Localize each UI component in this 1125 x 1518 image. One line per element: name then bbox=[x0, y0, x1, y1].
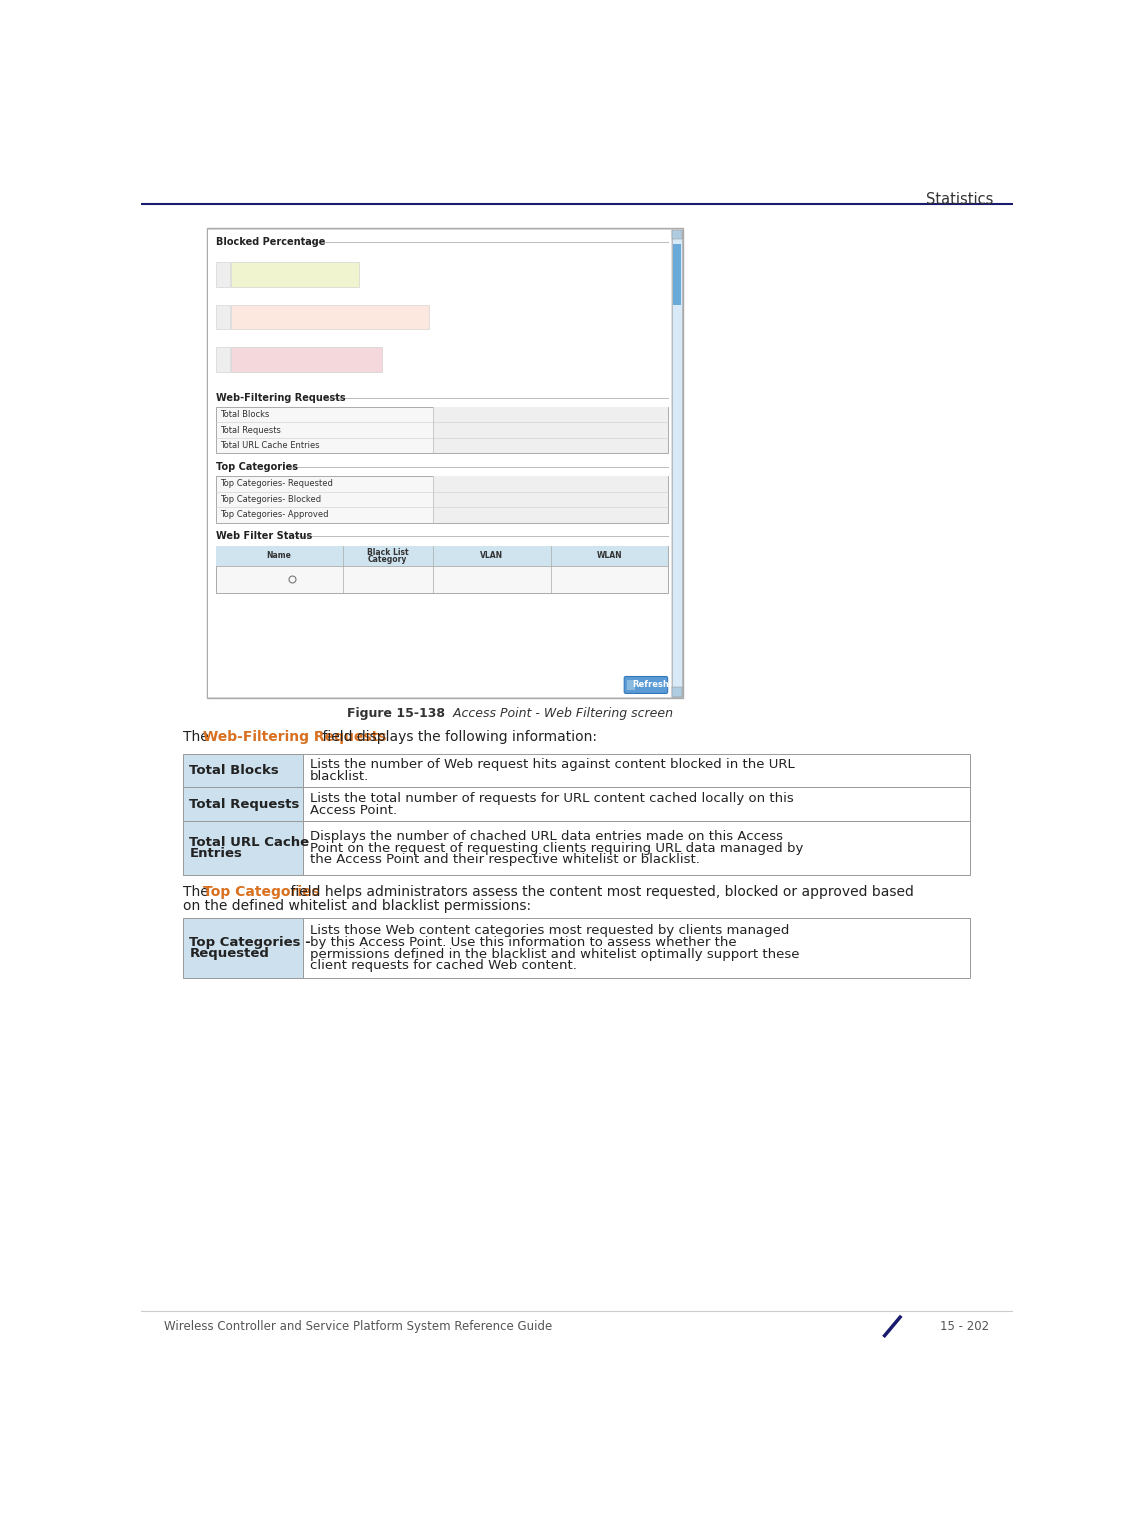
Bar bbox=[232, 348, 382, 372]
Bar bbox=[628, 680, 636, 689]
Bar bbox=[216, 348, 229, 372]
Text: Entries: Entries bbox=[189, 847, 242, 861]
Text: Total URL Cache Entries: Total URL Cache Entries bbox=[219, 442, 319, 449]
Text: Lists those Web content categories most requested by clients managed: Lists those Web content categories most … bbox=[309, 924, 789, 938]
Bar bbox=[216, 545, 668, 594]
Text: Name: Name bbox=[267, 551, 291, 560]
Text: Top Categories: Top Categories bbox=[204, 885, 321, 899]
Text: VLAN: VLAN bbox=[480, 551, 504, 560]
Text: Top Categories -: Top Categories - bbox=[189, 937, 312, 949]
FancyBboxPatch shape bbox=[624, 677, 667, 694]
Text: field displays the following information:: field displays the following information… bbox=[318, 730, 597, 744]
Text: 15 - 202: 15 - 202 bbox=[940, 1319, 989, 1333]
Bar bbox=[216, 305, 229, 329]
Bar bbox=[183, 918, 304, 978]
Text: Requested: Requested bbox=[189, 947, 269, 961]
Text: Wireless Controller and Service Platform System Reference Guide: Wireless Controller and Service Platform… bbox=[164, 1319, 552, 1333]
Text: Access Point - Web Filtering screen: Access Point - Web Filtering screen bbox=[444, 707, 673, 720]
Text: Total Blocks: Total Blocks bbox=[219, 410, 269, 419]
Text: client requests for cached Web content.: client requests for cached Web content. bbox=[309, 959, 576, 972]
Bar bbox=[232, 263, 359, 287]
Text: Category: Category bbox=[368, 556, 407, 565]
Bar bbox=[673, 244, 681, 305]
Text: Lists the number of Web request hits against content blocked in the URL: Lists the number of Web request hits aga… bbox=[309, 757, 794, 771]
Bar bbox=[232, 305, 429, 329]
Text: Total Requests: Total Requests bbox=[219, 425, 280, 434]
Text: Total Requests: Total Requests bbox=[189, 798, 300, 811]
Text: Top Categories- Requested: Top Categories- Requested bbox=[219, 480, 333, 489]
Text: Total URL Cache: Total URL Cache bbox=[189, 836, 309, 849]
Text: Top Categories- Approved: Top Categories- Approved bbox=[219, 510, 328, 519]
Text: Web-Filtering Requests: Web-Filtering Requests bbox=[204, 730, 387, 744]
Bar bbox=[183, 821, 304, 876]
Bar bbox=[207, 228, 683, 698]
Bar bbox=[673, 229, 682, 240]
Text: permissions defined in the blacklist and whitelist optimally support these: permissions defined in the blacklist and… bbox=[309, 947, 799, 961]
Text: Statistics: Statistics bbox=[926, 193, 993, 206]
Bar bbox=[183, 788, 304, 821]
Text: on the defined whitelist and blacklist permissions:: on the defined whitelist and blacklist p… bbox=[183, 899, 531, 912]
Text: Top Categories- Blocked: Top Categories- Blocked bbox=[219, 495, 321, 504]
Text: Black List: Black List bbox=[367, 548, 408, 557]
Bar bbox=[183, 753, 304, 788]
Text: Access Point.: Access Point. bbox=[309, 803, 397, 817]
Bar bbox=[208, 229, 670, 697]
Text: field helps administrators assess the content most requested, blocked or approve: field helps administrators assess the co… bbox=[286, 885, 914, 899]
Bar bbox=[216, 477, 668, 522]
Bar bbox=[304, 821, 970, 876]
Text: Point on the request of requesting clients requiring URL data managed by: Point on the request of requesting clien… bbox=[309, 841, 803, 855]
Text: The: The bbox=[183, 885, 214, 899]
Text: Blocked Percentage: Blocked Percentage bbox=[216, 237, 325, 247]
Text: Web Filter Status: Web Filter Status bbox=[216, 531, 312, 542]
Bar bbox=[304, 753, 970, 788]
Bar bbox=[216, 263, 229, 287]
Bar bbox=[304, 788, 970, 821]
Text: Top Categories: Top Categories bbox=[216, 461, 298, 472]
Text: Displays the number of chached URL data entries made on this Access: Displays the number of chached URL data … bbox=[309, 830, 783, 842]
Text: Refresh: Refresh bbox=[632, 680, 669, 689]
Bar bbox=[433, 407, 668, 454]
Bar bbox=[673, 229, 682, 697]
Bar bbox=[216, 407, 668, 454]
Text: Lists the total number of requests for URL content cached locally on this: Lists the total number of requests for U… bbox=[309, 792, 793, 805]
Text: Web-Filtering Requests: Web-Filtering Requests bbox=[216, 393, 345, 402]
Text: Figure 15-138: Figure 15-138 bbox=[346, 707, 444, 720]
Text: Total Blocks: Total Blocks bbox=[189, 764, 279, 777]
Text: The: The bbox=[183, 730, 214, 744]
Text: blacklist.: blacklist. bbox=[309, 770, 369, 783]
Bar bbox=[673, 688, 682, 697]
Text: by this Access Point. Use this information to assess whether the: by this Access Point. Use this informati… bbox=[309, 937, 736, 949]
Bar bbox=[304, 918, 970, 978]
Text: the Access Point and their respective whitelist or blacklist.: the Access Point and their respective wh… bbox=[309, 853, 700, 867]
Bar bbox=[433, 477, 668, 522]
Bar bbox=[216, 545, 668, 566]
Text: WLAN: WLAN bbox=[596, 551, 622, 560]
